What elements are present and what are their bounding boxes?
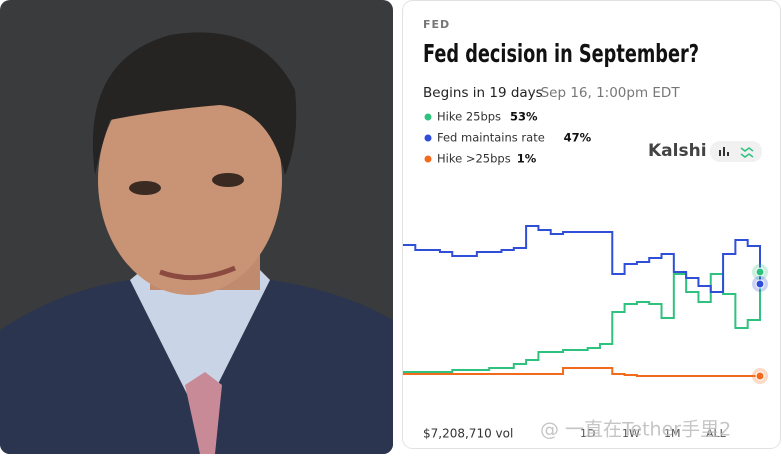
legend-label: Hike >25bps [437,152,511,166]
range-button[interactable]: ALL [706,427,727,440]
volume: $7,208,710 vol [423,427,513,441]
legend-dot [424,155,432,163]
bar-icon [719,147,729,156]
brand: Kalshi [648,141,707,161]
date-text: · Sep 16, 1:00pm EDT [532,85,680,101]
category-label: FED [423,18,450,31]
watermark: @ 一直在Tether手里2 [540,419,731,441]
legend-dot [424,113,432,121]
view-toggle[interactable] [710,141,762,162]
series-line [403,367,760,377]
legend-value: 53% [510,110,538,124]
series-line [403,225,761,293]
range-button[interactable]: 1D [580,427,595,440]
end-dot [755,371,765,381]
range-button[interactable]: 1M [664,427,681,440]
subtitle: Begins in 19 days [423,85,543,101]
end-dot [755,267,765,277]
market-card [402,0,781,449]
legend-label: Fed maintains rate [437,131,545,145]
line-icon [740,147,754,158]
end-dot [755,279,765,289]
legend-dot [424,134,432,142]
chart-title: Fed decision in September? [423,39,699,68]
legend-value: 47% [564,131,592,145]
range-button[interactable]: 1W [622,427,640,440]
legend-label: Hike 25bps [437,110,501,124]
legend-value: 1% [517,152,537,166]
portrait-photo [0,0,393,454]
series-line [403,272,761,373]
